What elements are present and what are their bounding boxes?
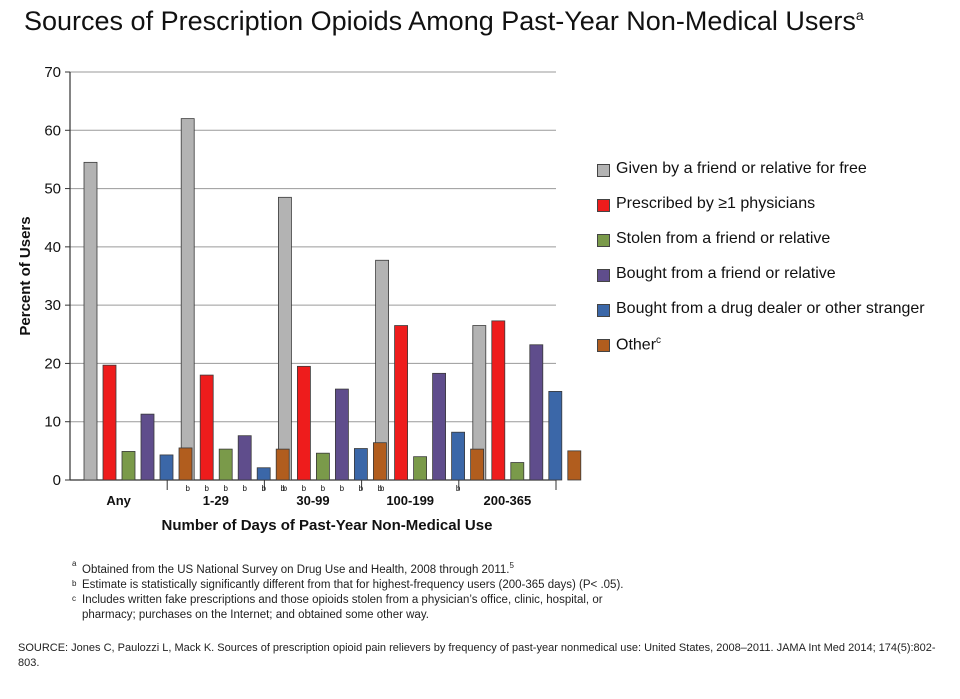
bar [199, 374, 214, 481]
bar [372, 442, 387, 481]
y-tick-label: 40 [44, 239, 61, 256]
bar [413, 456, 428, 481]
significance-marker: b [185, 484, 190, 493]
bar [218, 448, 233, 481]
bar [275, 448, 290, 481]
legend-swatch [597, 304, 610, 317]
y-tick-label: 30 [44, 297, 61, 314]
x-tick-label: Any [106, 493, 131, 508]
legend-label: Given by a friend or relative for free [616, 160, 867, 177]
bar [102, 364, 117, 481]
bar [394, 325, 409, 481]
legend-label: Otherc [616, 335, 661, 354]
bar [140, 413, 155, 481]
legend-label: Stolen from a friend or relative [616, 230, 831, 247]
footnote-text: Obtained from the US National Survey on … [82, 563, 510, 576]
bar [256, 467, 271, 481]
bar [529, 344, 544, 481]
legend-label: Bought from a friend or relative [616, 265, 836, 282]
legend-label: Bought from a drug dealer or other stran… [616, 300, 925, 317]
y-axis-title: Percent of Users [17, 216, 34, 335]
legend-label: Prescribed by ≥1 physicians [616, 195, 816, 212]
footnote-text: Includes written fake prescriptions and … [82, 593, 603, 606]
y-tick-label: 0 [53, 472, 61, 489]
footnote-reference: 5 [509, 561, 514, 570]
bar [237, 435, 252, 481]
bar [432, 372, 447, 481]
bar [334, 388, 349, 481]
bar [567, 450, 582, 481]
footnote-mark: b [72, 578, 77, 588]
bar [353, 448, 368, 481]
bar [83, 161, 98, 481]
footnote-continuation: pharmacy; purchases on the Internet; and… [82, 608, 429, 621]
bar [178, 447, 193, 481]
significance-marker: b [378, 484, 383, 493]
legend-label-text: Other [616, 336, 657, 354]
significance-marker: b [302, 484, 307, 493]
bar [296, 365, 311, 481]
chart-title: Sources of Prescription Opioids Among Pa… [24, 6, 864, 37]
footnote-b: b Estimate is statistically significantly… [72, 578, 623, 593]
x-tick-label: 1-29 [203, 493, 229, 508]
significance-marker: b [280, 484, 285, 493]
bar [315, 452, 330, 481]
bar [277, 196, 292, 481]
bar [491, 320, 506, 481]
bar-chart: 0 10 20 30 40 50 60 70 Any 1-29 30-99 100-199 200-36… [17, 64, 582, 534]
legend-label-footnote-mark: c [656, 335, 662, 346]
bar [159, 454, 174, 481]
y-tick-label: 20 [44, 355, 61, 372]
y-tick-label: 60 [44, 122, 61, 139]
bar [121, 451, 136, 481]
y-tick-label: 50 [44, 181, 61, 198]
bar [180, 118, 195, 481]
legend-swatch [597, 234, 610, 247]
source-citation: SOURCE: Jones C, Paulozzi L, Mack K. Sou… [18, 642, 936, 669]
bar [470, 448, 485, 481]
bar [548, 391, 563, 481]
legend-swatch [597, 339, 610, 352]
x-axis-title: Number of Days of Past-Year Non-Medical … [162, 517, 493, 534]
significance-marker: b [283, 484, 288, 493]
footnote-text: Estimate is statistically significantly … [82, 578, 624, 591]
significance-marker: b [242, 484, 247, 493]
bar [510, 462, 525, 481]
x-tick-label: 200-365 [484, 493, 532, 508]
footnote-c: c Includes written fake prescriptions and… [72, 593, 623, 623]
footnote-mark: a [72, 559, 77, 568]
footnote-mark: c [72, 593, 76, 603]
legend-swatch [597, 269, 610, 282]
significance-marker: b [261, 484, 266, 493]
footnote-a: a Obtained from the US National Survey on… [72, 558, 623, 578]
footnotes: a Obtained from the US National Survey on… [72, 558, 623, 623]
bar [451, 431, 466, 481]
chart-title-text: Sources of Prescription Opioids Among Pa… [24, 6, 856, 36]
significance-marker: b [359, 484, 364, 493]
y-tick-label: 70 [44, 64, 61, 81]
significance-marker: b [380, 484, 385, 493]
y-tick-label: 10 [44, 414, 61, 431]
significance-marker: b [321, 484, 326, 493]
significance-marker: b [340, 484, 345, 493]
x-tick-label: 30-99 [296, 493, 329, 508]
significance-marker: b [204, 484, 209, 493]
legend-swatch [597, 164, 610, 177]
legend-swatch [597, 199, 610, 212]
significance-marker: b [223, 484, 228, 493]
chart-title-footnote-mark: a [855, 7, 864, 23]
x-tick-label: 100-199 [386, 493, 434, 508]
significance-marker: b [456, 484, 461, 493]
